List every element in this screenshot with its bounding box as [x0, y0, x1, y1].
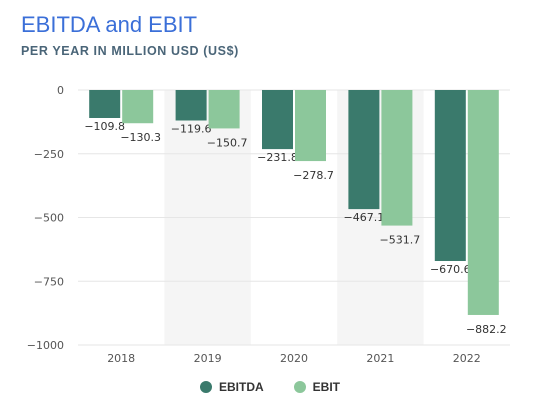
data-label-ebit-2019: −150.7	[207, 136, 248, 149]
bar-ebit-2018[interactable]	[122, 90, 154, 124]
data-label-ebitda-2018: −109.8	[84, 120, 125, 133]
y-tick-label: −250	[34, 148, 64, 161]
bar-ebitda-2019[interactable]	[175, 90, 207, 121]
bar-ebit-2019[interactable]	[208, 90, 240, 129]
y-tick-label: 0	[57, 84, 64, 97]
data-label-ebit-2018: −130.3	[120, 131, 161, 144]
data-label-ebitda-2021: −467.1	[344, 211, 385, 224]
data-label-ebitda-2022: −670.6	[430, 263, 471, 276]
x-tick-label: 2019	[194, 352, 222, 365]
legend-swatch-ebitda	[199, 381, 212, 393]
bar-chart: 0 −250 −500 −750 −1000 −109.8−130.3 2018 −119.6…	[27, 84, 510, 365]
bar-ebitda-2022[interactable]	[434, 90, 466, 262]
bar-ebitda-2020[interactable]	[262, 90, 293, 150]
x-tick-label: 2018	[107, 352, 135, 365]
bar-ebit-2021[interactable]	[381, 90, 413, 226]
x-tick-label: 2021	[366, 352, 394, 365]
y-tick-label: −750	[34, 275, 64, 288]
bar-ebitda-2018[interactable]	[89, 90, 121, 118]
chart-title: EBITDA and EBIT	[21, 12, 198, 37]
data-label-ebit-2021: −531.7	[380, 234, 421, 247]
legend-label-ebit: EBIT	[312, 380, 340, 394]
legend: EBITDA EBIT	[0, 380, 540, 394]
y-tick-label: −500	[34, 212, 64, 225]
bar-ebitda-2021[interactable]	[348, 90, 380, 210]
data-label-ebitda-2020: −231.8	[257, 151, 298, 164]
bar-ebit-2022[interactable]	[467, 90, 499, 315]
x-tick-label: 2020	[280, 352, 308, 365]
legend-swatch-ebit	[293, 381, 306, 393]
bar-ebit-2020[interactable]	[295, 90, 326, 162]
legend-item-ebitda[interactable]: EBITDA	[199, 380, 264, 394]
data-label-ebit-2020: −278.7	[293, 169, 334, 182]
data-label-ebitda-2019: −119.6	[171, 122, 212, 135]
y-tick-label: −1000	[27, 339, 64, 352]
x-tick-label: 2022	[453, 352, 481, 365]
chart-subtitle: PER YEAR IN MILLION USD (US$)	[21, 44, 239, 58]
data-label-ebit-2022: −882.2	[466, 323, 507, 336]
legend-item-ebit[interactable]: EBIT	[293, 380, 340, 394]
legend-label-ebitda: EBITDA	[218, 380, 264, 394]
